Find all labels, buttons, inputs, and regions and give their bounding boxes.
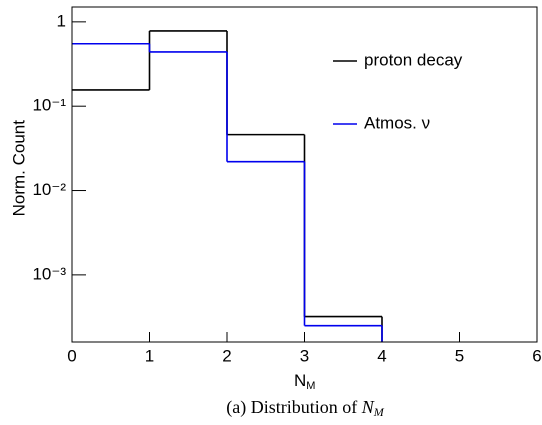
- x-tick-label: 3: [300, 346, 309, 365]
- y-tick-label: 10⁻¹: [32, 96, 66, 115]
- x-tick-label: 5: [455, 346, 464, 365]
- y-tick-label: 10⁻³: [32, 264, 66, 283]
- caption-var: N: [361, 397, 375, 417]
- series: [72, 42, 383, 342]
- x-tick-label: 2: [222, 346, 231, 365]
- legend-label: Atmos. ν: [364, 113, 430, 132]
- y-tick-label: 1: [57, 11, 66, 30]
- caption-sub: M: [373, 405, 385, 419]
- legend-label: proton decay: [364, 50, 463, 69]
- caption: (a) Distribution of NM: [226, 397, 385, 419]
- x-tick-label: 4: [377, 346, 386, 365]
- x-tick-label: 0: [67, 346, 76, 365]
- x-tick-label: 1: [145, 346, 154, 365]
- x-axis-label-sub: M: [306, 380, 315, 392]
- x-axis-label: NM: [294, 371, 315, 391]
- x-axis-label-main: N: [294, 371, 306, 390]
- y-tick-label: 10⁻²: [32, 180, 66, 199]
- caption-text: (a) Distribution of: [226, 397, 361, 418]
- y-axis-label: Norm. Count: [9, 120, 28, 217]
- plot-frame: [71, 6, 538, 343]
- x-tick-label: 6: [532, 346, 541, 365]
